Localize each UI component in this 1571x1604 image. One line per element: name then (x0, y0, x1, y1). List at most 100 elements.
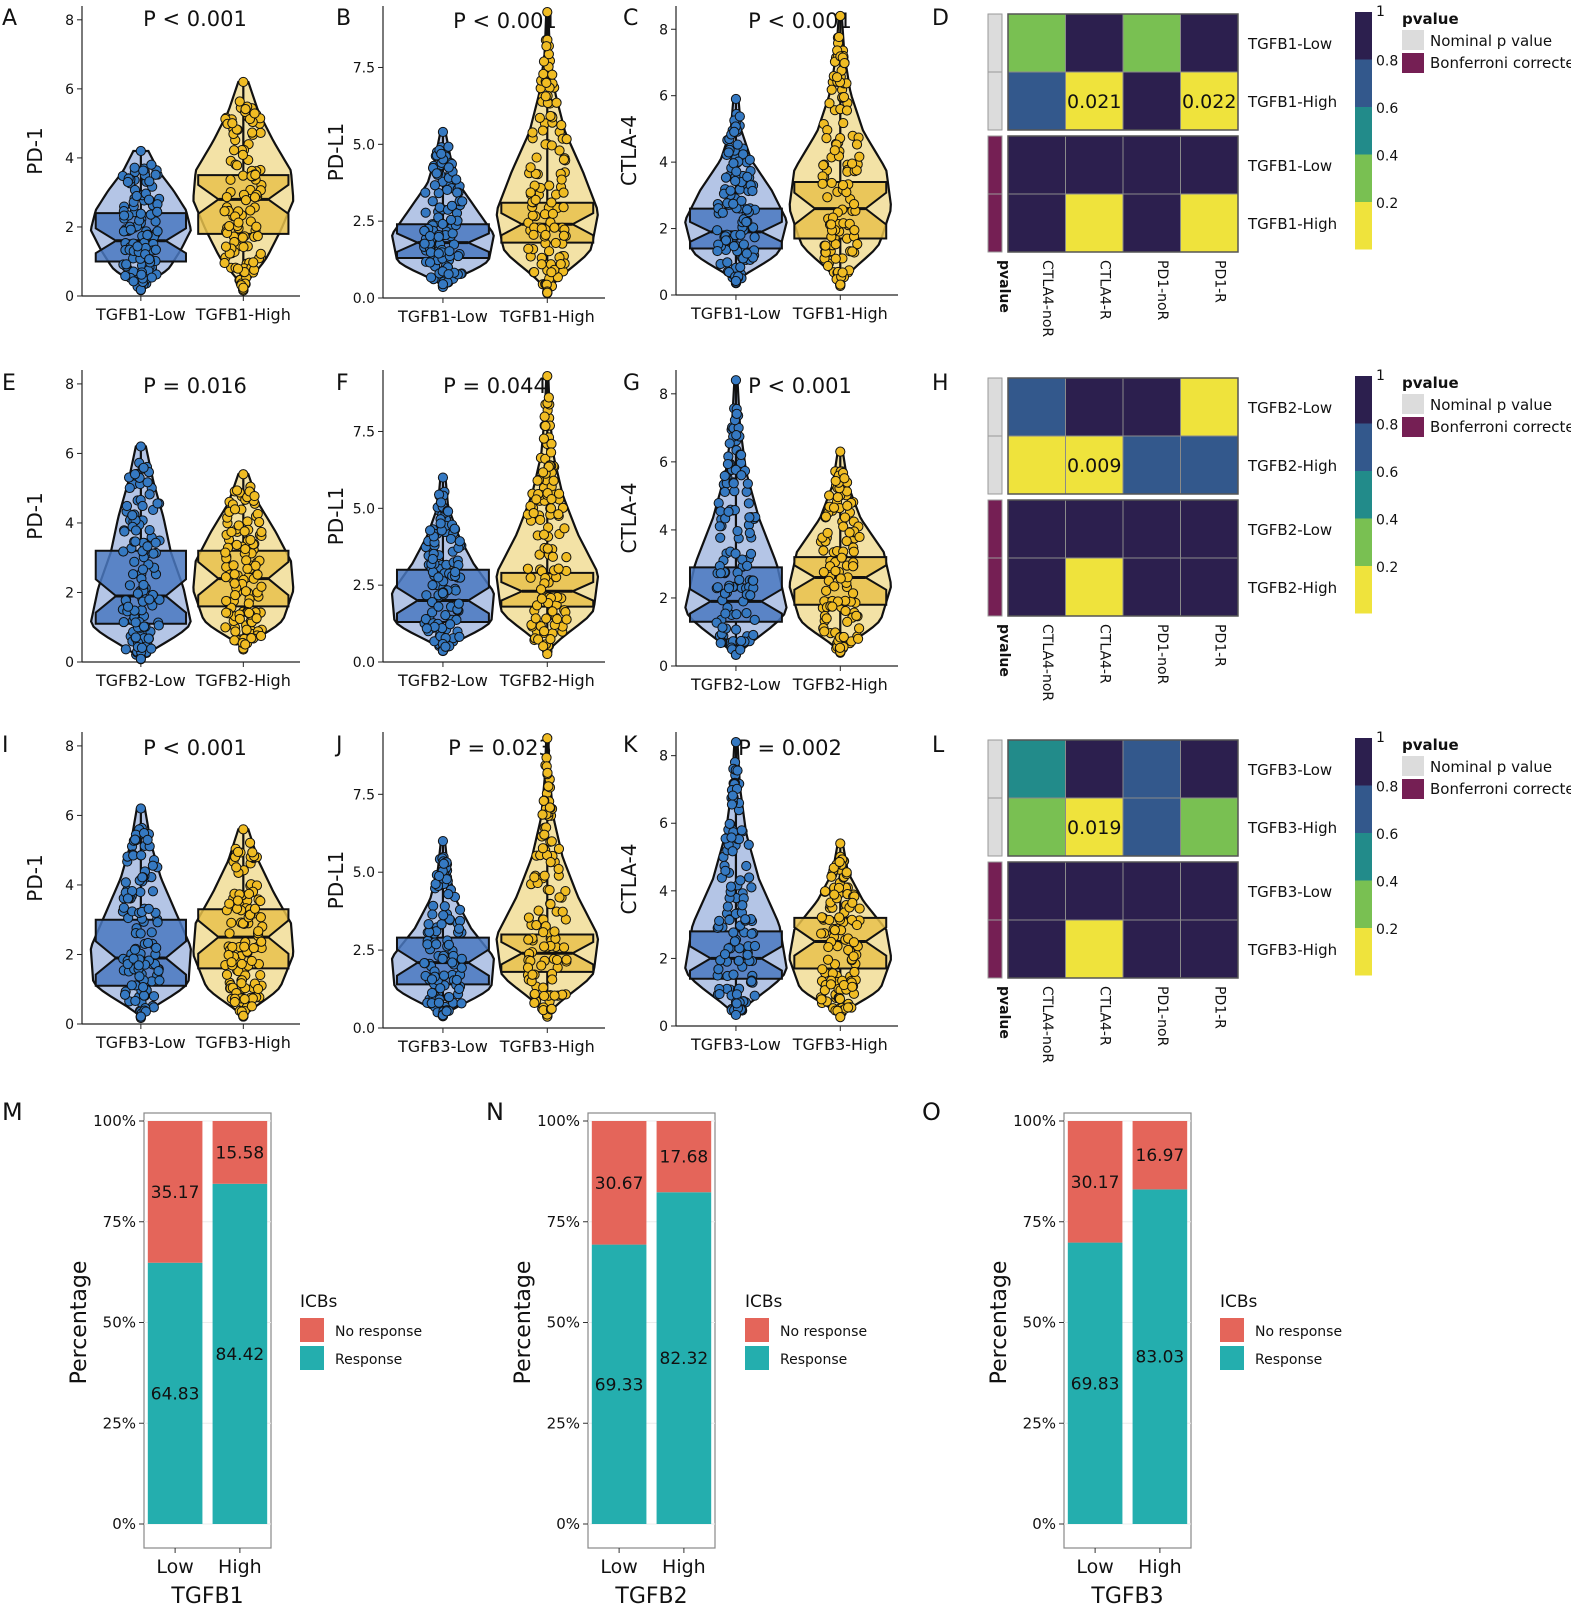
y-tick-label: 6 (659, 89, 668, 105)
block-outline (1007, 377, 1239, 495)
y-tick-label: 2.5 (353, 214, 375, 230)
data-point (536, 593, 548, 604)
heatmap-cell (1065, 557, 1124, 617)
p-value-label: P < 0.001 (143, 736, 247, 760)
data-point (441, 1006, 452, 1017)
y-tick-label: 2 (65, 585, 74, 601)
data-point (122, 601, 134, 612)
column-label: CTLA4-noR (1039, 260, 1055, 337)
data-point (226, 526, 237, 538)
data-point (421, 590, 432, 601)
data-point (533, 905, 544, 916)
data-point (730, 1009, 742, 1021)
data-point (854, 531, 865, 543)
data-point (136, 269, 147, 280)
data-point (437, 472, 449, 483)
row-label: TGFB2-High (1247, 457, 1337, 475)
data-point (119, 989, 131, 1000)
data-point (826, 84, 837, 95)
heatmap-cell (1122, 193, 1181, 253)
row-label: TGFB2-Low (1247, 399, 1332, 417)
bar-no-response (656, 1121, 712, 1193)
data-point (443, 889, 454, 900)
legend-label: Nominal p value (1430, 32, 1552, 50)
data-point (547, 69, 558, 80)
data-point (547, 606, 558, 617)
p-value-label: P < 0.001 (143, 7, 247, 31)
data-point (238, 170, 249, 181)
data-point (726, 799, 738, 810)
data-point (244, 837, 256, 848)
heatmap-cell (1122, 377, 1181, 437)
data-point (435, 497, 447, 508)
data-point (842, 500, 853, 511)
x-tick-label: TGFB3-High (499, 1037, 595, 1056)
data-point (255, 969, 266, 981)
data-point (715, 568, 726, 579)
heatmap-cell (1065, 861, 1124, 921)
data-point (246, 1001, 258, 1012)
data-point (125, 224, 136, 235)
panel-letter: H (932, 371, 949, 396)
data-point (730, 275, 742, 287)
data-point (838, 91, 850, 103)
bar-response (1132, 1189, 1188, 1524)
data-point (229, 578, 240, 589)
data-point (523, 243, 534, 254)
data-point (835, 573, 846, 584)
data-point (453, 923, 465, 934)
data-point (150, 537, 161, 548)
data-point (433, 572, 444, 583)
data-point (248, 257, 259, 268)
data-point (553, 863, 564, 875)
data-point (146, 927, 157, 938)
data-point (221, 192, 232, 203)
panel-letter: F (336, 371, 349, 396)
color-legend-segment (1355, 12, 1372, 60)
column-label: PD1-noR (1154, 624, 1170, 685)
legend-label: Bonferroni corrected (1430, 418, 1571, 436)
color-legend-tick: 1 (1376, 368, 1385, 384)
data-point (420, 207, 431, 218)
data-point (528, 229, 539, 240)
data-point (726, 832, 737, 843)
y-tick-label: 6 (659, 455, 668, 471)
data-point (454, 536, 465, 547)
y-tick-label: 7.5 (353, 787, 375, 803)
data-point (241, 555, 252, 566)
data-point (539, 941, 550, 952)
data-point (854, 623, 865, 634)
data-point (847, 561, 859, 572)
data-point (851, 139, 863, 150)
data-point (829, 581, 840, 592)
heatmap-cell (1180, 861, 1239, 921)
data-point (734, 574, 745, 585)
data-point (137, 500, 148, 512)
data-point (748, 629, 759, 641)
data-point (820, 886, 831, 897)
data-point (745, 590, 756, 601)
box (688, 566, 783, 623)
y-tick-label: 5.0 (353, 865, 375, 881)
data-point (252, 230, 263, 242)
data-point (129, 162, 140, 173)
data-point (127, 510, 138, 521)
data-point (527, 210, 538, 221)
data-point (425, 272, 437, 283)
legend-label: Nominal p value (1430, 396, 1552, 414)
data-point (546, 140, 557, 151)
data-point (151, 942, 162, 953)
panel-letter: A (2, 6, 17, 31)
data-point (251, 613, 262, 624)
data-point (247, 847, 258, 858)
bar-value-label: 17.68 (660, 1148, 709, 1168)
data-point (533, 634, 544, 645)
data-point (229, 635, 240, 646)
data-point (818, 567, 829, 578)
data-point (723, 147, 734, 158)
bar-value-label: 64.83 (151, 1384, 200, 1404)
data-point (854, 903, 865, 914)
panel-letter: O (922, 1098, 941, 1126)
data-point (239, 994, 250, 1005)
data-point (735, 229, 746, 240)
